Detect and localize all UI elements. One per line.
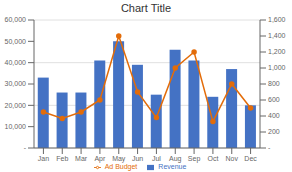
svg-text:1,400: 1,400	[268, 32, 284, 39]
html-text:Chart Title: Chart Title	[120, 2, 172, 14]
svg-text:400: 400	[268, 112, 280, 119]
svg-text:-: -	[268, 144, 271, 151]
svg-text:Jan: Jan	[38, 155, 49, 162]
svg-text:May: May	[112, 155, 126, 163]
svg-text:-: -	[24, 144, 27, 151]
svg-text:40,000: 40,000	[8, 59, 26, 66]
svg-text:Dec: Dec	[244, 155, 257, 162]
svg-text:Jul: Jul	[152, 155, 161, 162]
svg-text:Oct: Oct	[207, 155, 218, 162]
svg-text:Mar: Mar	[75, 155, 88, 162]
svg-text:600: 600	[268, 96, 280, 103]
html-text:Revenue: Revenue	[158, 163, 187, 170]
svg-text:800: 800	[268, 80, 280, 87]
svg-text:1,000: 1,000	[268, 64, 284, 71]
svg-text:1,600: 1,600	[268, 16, 284, 23]
svg-text:Jun: Jun	[132, 155, 143, 162]
svg-text:10,000: 10,000	[8, 123, 26, 130]
html-text:Ad Budget: Ad Budget	[104, 163, 138, 170]
svg-text:30,000: 30,000	[8, 80, 26, 87]
svg-text:Aug: Aug	[169, 155, 182, 163]
svg-text:Nov: Nov	[226, 155, 239, 162]
svg-text:1,200: 1,200	[268, 48, 284, 55]
svg-text:50,000: 50,000	[8, 38, 26, 45]
svg-text:60,000: 60,000	[8, 16, 26, 23]
svg-text:20,000: 20,000	[8, 102, 26, 109]
svg-text:Sep: Sep	[188, 155, 201, 163]
svg-text:200: 200	[268, 128, 280, 135]
svg-text:Feb: Feb	[56, 155, 68, 162]
svg-text:Apr: Apr	[94, 155, 106, 163]
